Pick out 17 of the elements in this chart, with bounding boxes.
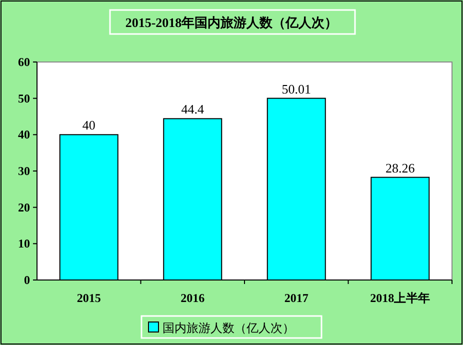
- data-label: 44.4: [181, 102, 204, 117]
- y-tick-label: 10: [18, 236, 30, 251]
- data-label: 40: [82, 118, 96, 133]
- x-tick-label: 2016: [180, 291, 205, 305]
- y-tick-label: 60: [18, 55, 30, 69]
- x-tick-label: 2015: [76, 291, 101, 305]
- legend-label: 国内旅游人数（亿人次）: [162, 321, 294, 335]
- data-label: 28.26: [386, 160, 416, 176]
- y-tick-label: 40: [18, 128, 30, 142]
- y-tick-label: 0: [24, 273, 30, 287]
- data-label: 50.01: [282, 81, 311, 96]
- y-tick-label: 30: [18, 164, 30, 178]
- x-tick-label: 2018上半年: [370, 291, 430, 305]
- x-tick-label: 2017: [284, 291, 308, 305]
- y-tick-label: 50: [18, 91, 30, 106]
- y-tick-label: 20: [18, 200, 30, 214]
- chart-title: 2015-2018年国内旅游人数（亿人次）: [125, 15, 338, 30]
